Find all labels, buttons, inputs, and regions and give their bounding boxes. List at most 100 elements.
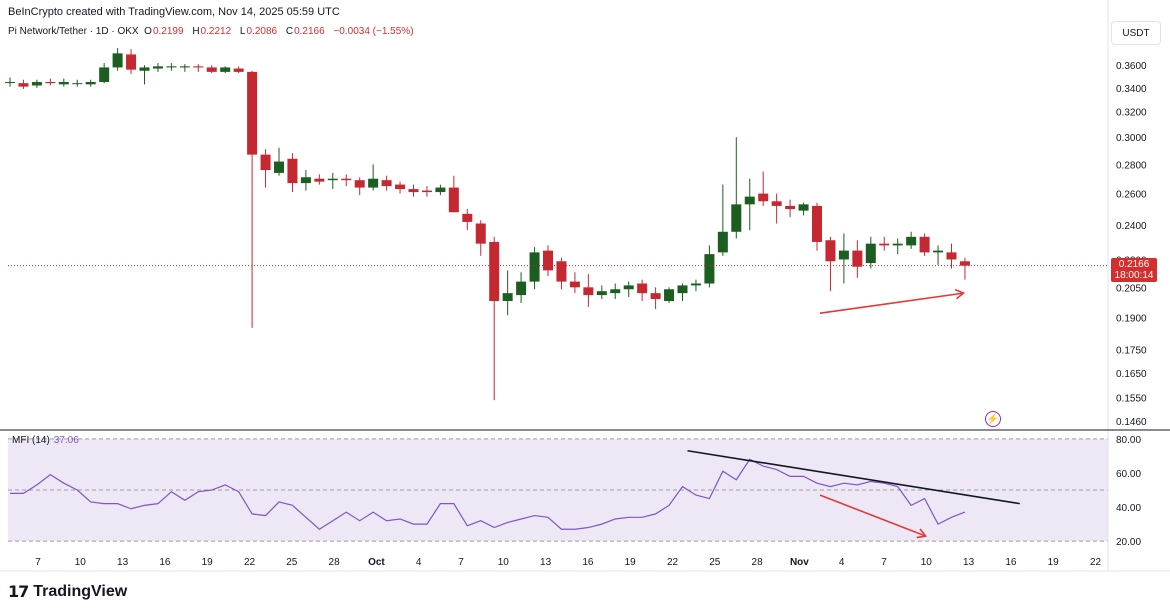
candle-body	[152, 66, 163, 69]
candle-body	[704, 254, 715, 284]
candle-body	[274, 161, 284, 173]
symbol-label[interactable]: Pi Network/Tether · 1D · OKX	[8, 26, 139, 37]
candle	[206, 65, 217, 73]
candle-body	[569, 281, 580, 288]
candle	[233, 66, 244, 73]
candle-body	[327, 178, 338, 181]
candle-body	[650, 293, 661, 300]
price-tick-label: 0.3200	[1116, 108, 1147, 119]
tradingview-mark-icon: 17	[8, 582, 29, 601]
candle	[556, 257, 567, 290]
candle	[650, 287, 661, 310]
candle-body	[919, 236, 930, 253]
time-tick-label: 19	[625, 557, 637, 568]
candle	[274, 147, 284, 176]
candle	[448, 175, 459, 213]
mfi-legend[interactable]: MFI (14) 37.06	[12, 435, 79, 446]
candle	[381, 175, 392, 191]
lightning-icon[interactable]: ⚡	[985, 411, 1001, 427]
tradingview-logo[interactable]: 17 TradingView	[8, 582, 127, 601]
candle-body	[744, 196, 755, 205]
candle-body	[341, 178, 352, 181]
candle	[771, 193, 782, 224]
candle-body	[354, 180, 365, 188]
time-tick-label: 16	[159, 557, 171, 568]
bar-countdown: 18:00:14	[1114, 270, 1154, 281]
candle	[731, 137, 742, 239]
price-tick-label: 0.1900	[1116, 313, 1147, 324]
time-tick-label: 13	[540, 557, 552, 568]
candle	[758, 171, 769, 206]
chart-credit: BeInCrypto created with TradingView.com,…	[8, 6, 340, 18]
time-tick-label: 28	[752, 557, 764, 568]
candle-body	[946, 252, 957, 260]
candle-body	[166, 66, 177, 68]
candle	[516, 272, 527, 304]
currency-button[interactable]: USDT	[1111, 21, 1161, 45]
candle-body	[18, 83, 29, 87]
candle-body	[596, 291, 607, 296]
open-value: 0.2199	[152, 26, 184, 37]
price-tick-label: 0.2600	[1116, 190, 1147, 201]
mfi-value: 37.06	[53, 435, 79, 446]
price-tick-label: 0.2800	[1116, 160, 1147, 171]
candle	[610, 283, 621, 300]
candle-body	[5, 82, 15, 84]
candle-body	[677, 285, 688, 294]
candle-body	[260, 154, 271, 171]
candle	[502, 270, 513, 316]
candle	[126, 49, 137, 75]
mfi-down-arrow-shaft	[819, 494, 926, 537]
candle-body	[462, 213, 473, 222]
high-value: 0.2212	[200, 26, 232, 37]
candle-body	[220, 67, 231, 72]
candle	[99, 63, 110, 84]
candle-body	[126, 54, 137, 70]
candle	[260, 149, 271, 188]
candle	[529, 247, 540, 290]
candle	[677, 283, 688, 302]
candle	[892, 238, 903, 255]
candle	[314, 174, 325, 185]
time-tick-label: 7	[35, 557, 41, 568]
candle-body	[825, 240, 836, 262]
candle-body	[502, 293, 513, 302]
candle	[5, 77, 15, 87]
candle	[139, 65, 150, 85]
candle	[341, 174, 352, 187]
candle	[152, 63, 163, 72]
candle	[435, 184, 446, 196]
time-tick-label: 22	[244, 557, 256, 568]
time-tick-label: 28	[329, 557, 341, 568]
mfi-down-arrow-head	[916, 528, 928, 539]
time-tick-label: 7	[458, 557, 464, 568]
candle-body	[287, 158, 298, 184]
tradingview-brand: TradingView	[33, 582, 128, 600]
candle-body	[516, 281, 527, 296]
candle	[354, 177, 365, 196]
candle-body	[72, 83, 83, 85]
mfi-trendline	[687, 449, 1020, 505]
candle	[475, 220, 486, 256]
candle-body	[879, 243, 890, 246]
candle	[408, 184, 419, 197]
time-tick-label: 22	[1090, 557, 1102, 568]
last-price-tag: 0.2166 18:00:14	[1111, 258, 1157, 282]
candle	[798, 202, 809, 216]
time-tick-label: 10	[921, 557, 933, 568]
price-tick-label: 0.3600	[1116, 61, 1147, 72]
time-tick-label: 10	[75, 557, 87, 568]
candle	[812, 202, 822, 251]
candle	[31, 79, 42, 88]
candle-body	[233, 68, 244, 72]
candle-body	[112, 53, 123, 68]
candle	[72, 79, 83, 87]
price-tick-label: 0.3400	[1116, 84, 1147, 95]
candle	[637, 279, 648, 302]
candle-body	[448, 187, 459, 213]
candle	[85, 79, 96, 87]
candle-body	[395, 184, 406, 190]
candle-body	[583, 287, 594, 296]
candle-body	[475, 223, 486, 244]
